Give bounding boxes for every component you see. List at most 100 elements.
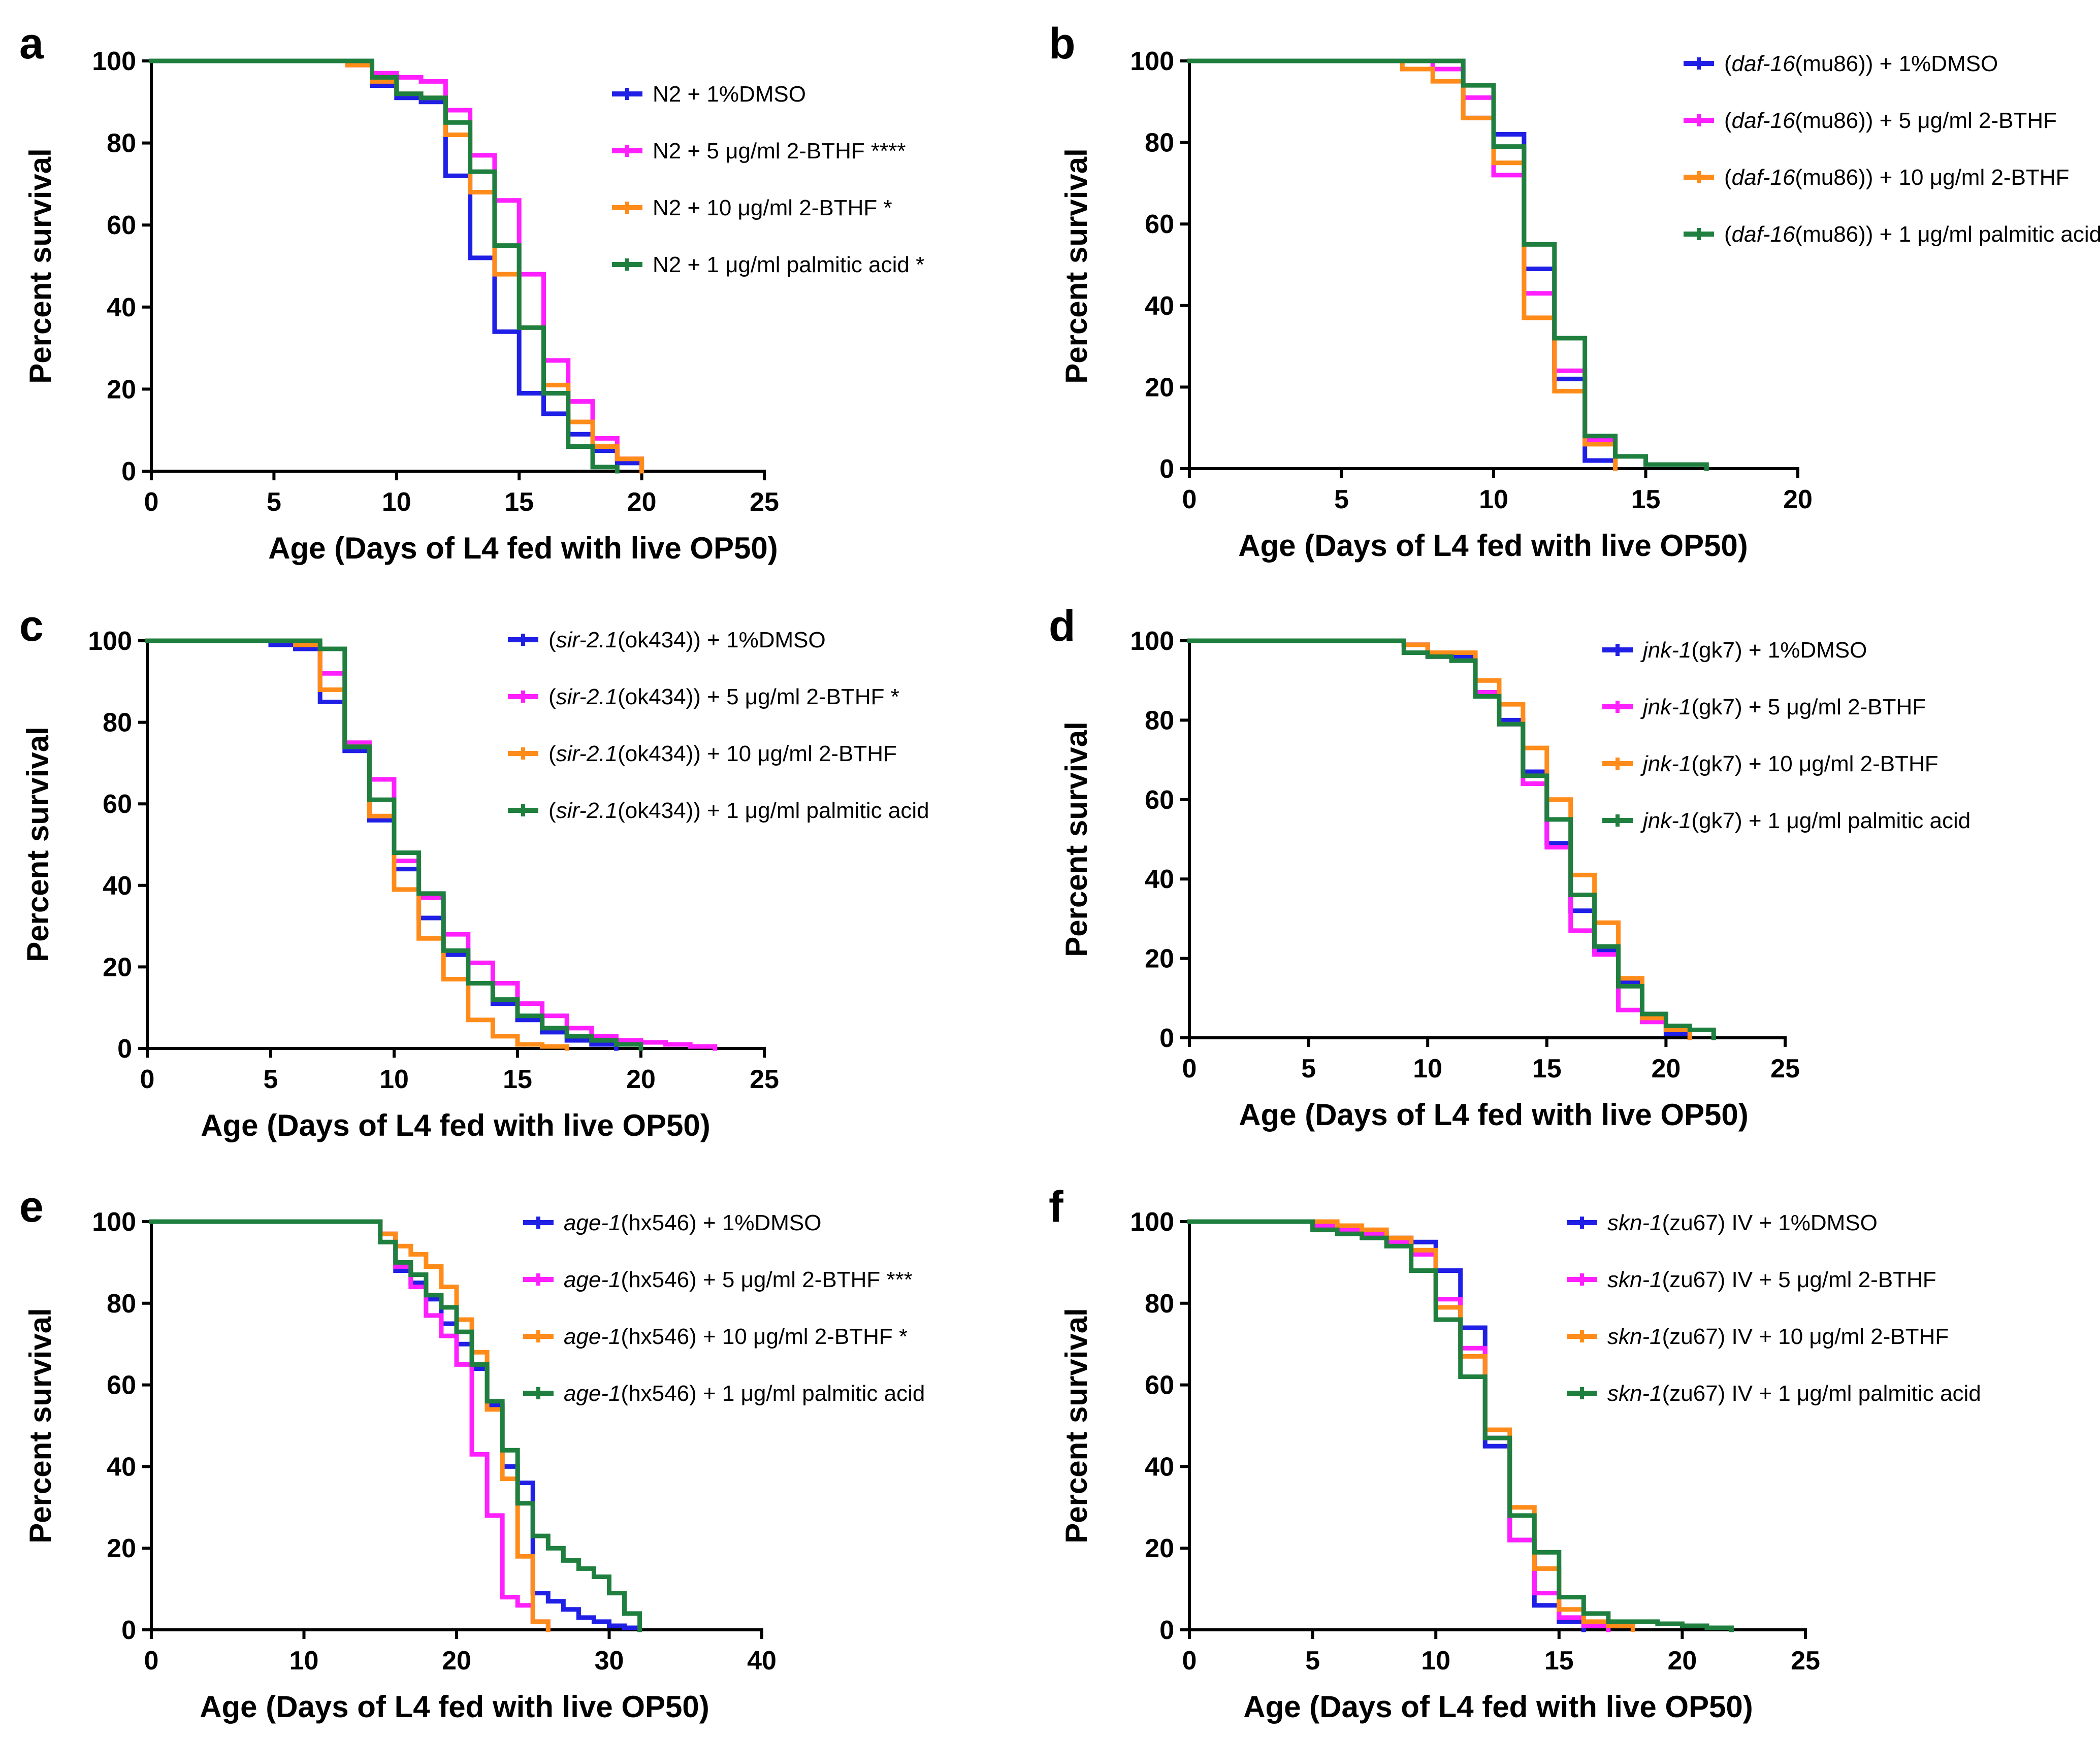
x-tick-label: 5 [1301, 1054, 1316, 1084]
legend-entry: age-1(hx546) + 5 μg/ml 2-BTHF *** [523, 1267, 913, 1292]
legend-entry: skn-1(zu67) IV + 5 μg/ml 2-BTHF [1567, 1267, 1936, 1292]
x-tick-label: 10 [1413, 1054, 1442, 1084]
y-tick-label: 20 [107, 1534, 136, 1563]
x-tick-label: 20 [1667, 1646, 1697, 1676]
y-tick-label: 20 [1145, 373, 1174, 402]
panel-letter: a [19, 19, 44, 68]
y-axis-title: Percent survival [21, 727, 55, 962]
x-tick-label: 20 [627, 487, 657, 517]
y-tick-label: 0 [1159, 1616, 1174, 1645]
legend-label: skn-1(zu67) IV + 1 μg/ml palmitic acid [1607, 1381, 1981, 1406]
y-tick-label: 60 [107, 1371, 136, 1400]
y-axis-title: Percent survival [1059, 721, 1093, 957]
legend-entry: age-1(hx546) + 1%DMSO [523, 1210, 821, 1235]
x-tick-label: 5 [1334, 485, 1349, 514]
x-tick-label: 0 [144, 487, 159, 517]
x-tick-label: 0 [1182, 485, 1197, 514]
legend-label: skn-1(zu67) IV + 10 μg/ml 2-BTHF [1607, 1324, 1949, 1349]
chart-panel-b: b 0 5 10 15 20 0 20 40 60 80 100 Age (Days of L4 fed… [1049, 19, 2100, 563]
legend-label: age-1(hx546) + 1%DMSO [564, 1210, 821, 1235]
x-tick-label: 10 [289, 1646, 319, 1676]
legend-label: (sir-2.1(ok434)) + 10 μg/ml 2-BTHF [548, 741, 897, 766]
y-tick-label: 40 [1145, 291, 1174, 321]
x-tick-label: 10 [379, 1065, 409, 1094]
legend-entry: skn-1(zu67) IV + 10 μg/ml 2-BTHF [1567, 1324, 1949, 1349]
x-axis-title: Age (Days of L4 fed with live OP50) [201, 1108, 710, 1142]
y-tick-label: 100 [88, 627, 132, 656]
legend-label: age-1(hx546) + 1 μg/ml palmitic acid [564, 1381, 925, 1406]
y-tick-label: 100 [1130, 1207, 1174, 1237]
y-tick-label: 20 [1145, 1534, 1174, 1563]
y-tick-label: 80 [107, 1289, 136, 1319]
legend-label: (daf-16(mu86)) + 10 μg/ml 2-BTHF [1724, 165, 2069, 190]
y-tick-label: 40 [1145, 1452, 1174, 1482]
y-tick-label: 40 [103, 871, 132, 901]
x-tick-label: 10 [1479, 485, 1508, 514]
y-tick-label: 0 [117, 1034, 132, 1064]
legend-entry: (daf-16(mu86)) + 10 μg/ml 2-BTHF [1684, 165, 2069, 190]
survival-curve-green [1187, 1219, 1734, 1632]
y-tick-label: 0 [1159, 454, 1174, 484]
legend-entry: (daf-16(mu86)) + 5 μg/ml 2-BTHF [1684, 108, 2057, 133]
y-tick-label: 100 [1130, 627, 1174, 656]
x-tick-label: 25 [750, 487, 779, 517]
chart-panel-f: f 0 5 10 15 20 25 0 20 40 60 80 100 Age (Days of L4 f… [1049, 1183, 1981, 1724]
x-tick-label: 10 [382, 487, 411, 517]
x-tick-label: 0 [140, 1065, 155, 1094]
legend-label: (sir-2.1(ok434)) + 1%DMSO [548, 628, 826, 652]
survival-curve-orange [1187, 58, 1618, 471]
legend-label: age-1(hx546) + 10 μg/ml 2-BTHF * [564, 1324, 908, 1349]
chart-panel-a: a 0 5 10 15 20 25 0 20 40 60 80 100 Age (Days of L4 f… [19, 19, 924, 565]
legend-label: (sir-2.1(ok434)) + 1 μg/ml palmitic acid [548, 798, 929, 823]
legend-entry: N2 + 5 μg/ml 2-BTHF **** [612, 139, 906, 163]
legend-entry: skn-1(zu67) IV + 1%DMSO [1567, 1210, 1878, 1235]
survival-curve-green [145, 638, 643, 1051]
x-tick-label: 0 [1182, 1646, 1197, 1676]
y-tick-label: 20 [103, 953, 132, 982]
x-tick-label: 5 [264, 1065, 278, 1094]
x-tick-label: 15 [503, 1065, 532, 1094]
y-axis-title: Percent survival [1059, 148, 1093, 384]
legend-label: jnk-1(gk7) + 1 μg/ml palmitic acid [1640, 808, 1970, 833]
legend-entry: jnk-1(gk7) + 5 μg/ml 2-BTHF [1602, 695, 1926, 719]
legend-label: age-1(hx546) + 5 μg/ml 2-BTHF *** [564, 1267, 913, 1292]
x-tick-label: 5 [1305, 1646, 1320, 1676]
panel-letter: e [19, 1183, 44, 1231]
x-tick-label: 40 [747, 1646, 777, 1676]
survival-curve-orange [1187, 638, 1692, 1040]
legend-entry: N2 + 10 μg/ml 2-BTHF * [612, 195, 892, 220]
legend-label: N2 + 10 μg/ml 2-BTHF * [653, 195, 892, 220]
y-tick-label: 60 [103, 790, 132, 819]
x-tick-label: 10 [1421, 1646, 1450, 1676]
y-tick-label: 80 [1145, 128, 1174, 158]
y-tick-label: 80 [103, 708, 132, 738]
y-tick-label: 0 [121, 1616, 136, 1645]
survival-curve-blue [1187, 1219, 1586, 1632]
legend-label: jnk-1(gk7) + 5 μg/ml 2-BTHF [1640, 695, 1926, 719]
legend-entry: (daf-16(mu86)) + 1 μg/ml palmitic acid [1684, 222, 2100, 247]
x-tick-label: 20 [1783, 485, 1813, 514]
y-tick-label: 0 [121, 457, 136, 486]
y-tick-label: 100 [1130, 47, 1174, 76]
y-tick-label: 100 [92, 47, 136, 76]
legend-label: (daf-16(mu86)) + 1%DMSO [1724, 51, 1998, 76]
legend-entry: (daf-16(mu86)) + 1%DMSO [1684, 51, 1998, 76]
y-tick-label: 40 [107, 293, 136, 322]
legend-label: jnk-1(gk7) + 10 μg/ml 2-BTHF [1640, 751, 1939, 776]
chart-panel-c: c 0 5 10 15 20 25 0 20 40 60 80 100 Age (Days of L4 f… [19, 602, 929, 1142]
y-tick-label: 60 [1145, 785, 1174, 815]
panel-letter: f [1049, 1183, 1063, 1231]
legend-label: N2 + 1 μg/ml palmitic acid * [653, 252, 924, 277]
panel-letter: d [1049, 602, 1076, 650]
y-tick-label: 80 [107, 129, 136, 158]
panel-letter: c [19, 602, 44, 650]
x-tick-label: 15 [1532, 1054, 1562, 1084]
x-tick-label: 20 [626, 1065, 656, 1094]
legend-entry: jnk-1(gk7) + 1 μg/ml palmitic acid [1602, 808, 1970, 833]
survival-curve-green [149, 1219, 642, 1632]
legend-entry: (sir-2.1(ok434)) + 1%DMSO [508, 628, 826, 652]
x-tick-label: 30 [595, 1646, 624, 1676]
chart-panel-e: e 0 10 20 30 40 0 20 40 60 80 100 Age (Days of L4 fe… [19, 1183, 925, 1724]
legend-entry: (sir-2.1(ok434)) + 10 μg/ml 2-BTHF [508, 741, 897, 766]
legend-entry: jnk-1(gk7) + 1%DMSO [1602, 638, 1867, 663]
